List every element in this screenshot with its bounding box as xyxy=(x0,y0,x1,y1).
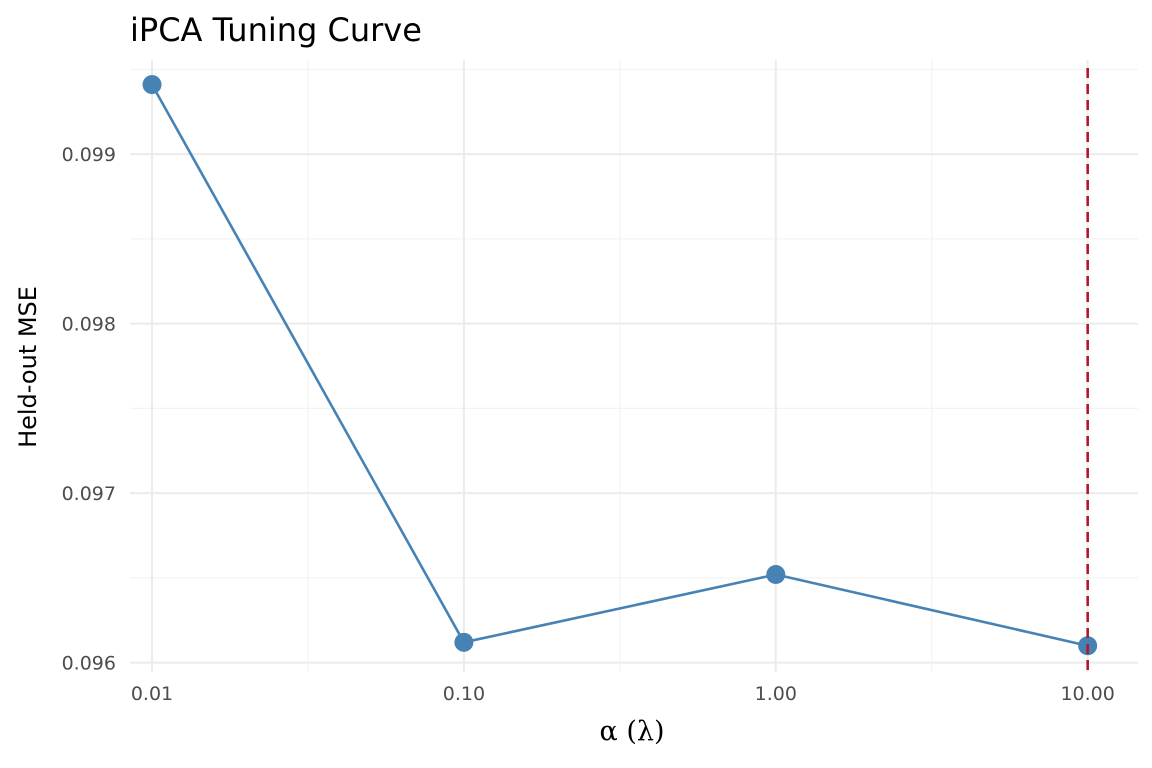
chart-title: iPCA Tuning Curve xyxy=(130,11,422,49)
x-axis-title: α (λ) xyxy=(600,716,665,747)
x-tick-label: 0.01 xyxy=(131,683,173,705)
y-tick-label: 0.099 xyxy=(62,144,116,166)
x-tick-label: 0.10 xyxy=(443,683,485,705)
data-point xyxy=(766,565,786,585)
series-layer xyxy=(142,75,1098,656)
minor-gridlines xyxy=(130,60,1138,672)
series-line xyxy=(150,83,1088,647)
y-tick-label: 0.097 xyxy=(62,483,116,505)
data-point xyxy=(454,632,474,652)
tick-labels: 0.01 0.10 1.00 10.00 0.096 0.097 0.098 0.099 xyxy=(62,144,1115,705)
y-axis-title: Held-out MSE xyxy=(14,286,42,448)
x-tick-label: 1.00 xyxy=(755,683,797,705)
y-tick-label: 0.098 xyxy=(62,314,116,336)
y-tick-label: 0.096 xyxy=(62,653,116,675)
x-tick-label: 10.00 xyxy=(1060,683,1114,705)
data-point xyxy=(142,75,162,95)
